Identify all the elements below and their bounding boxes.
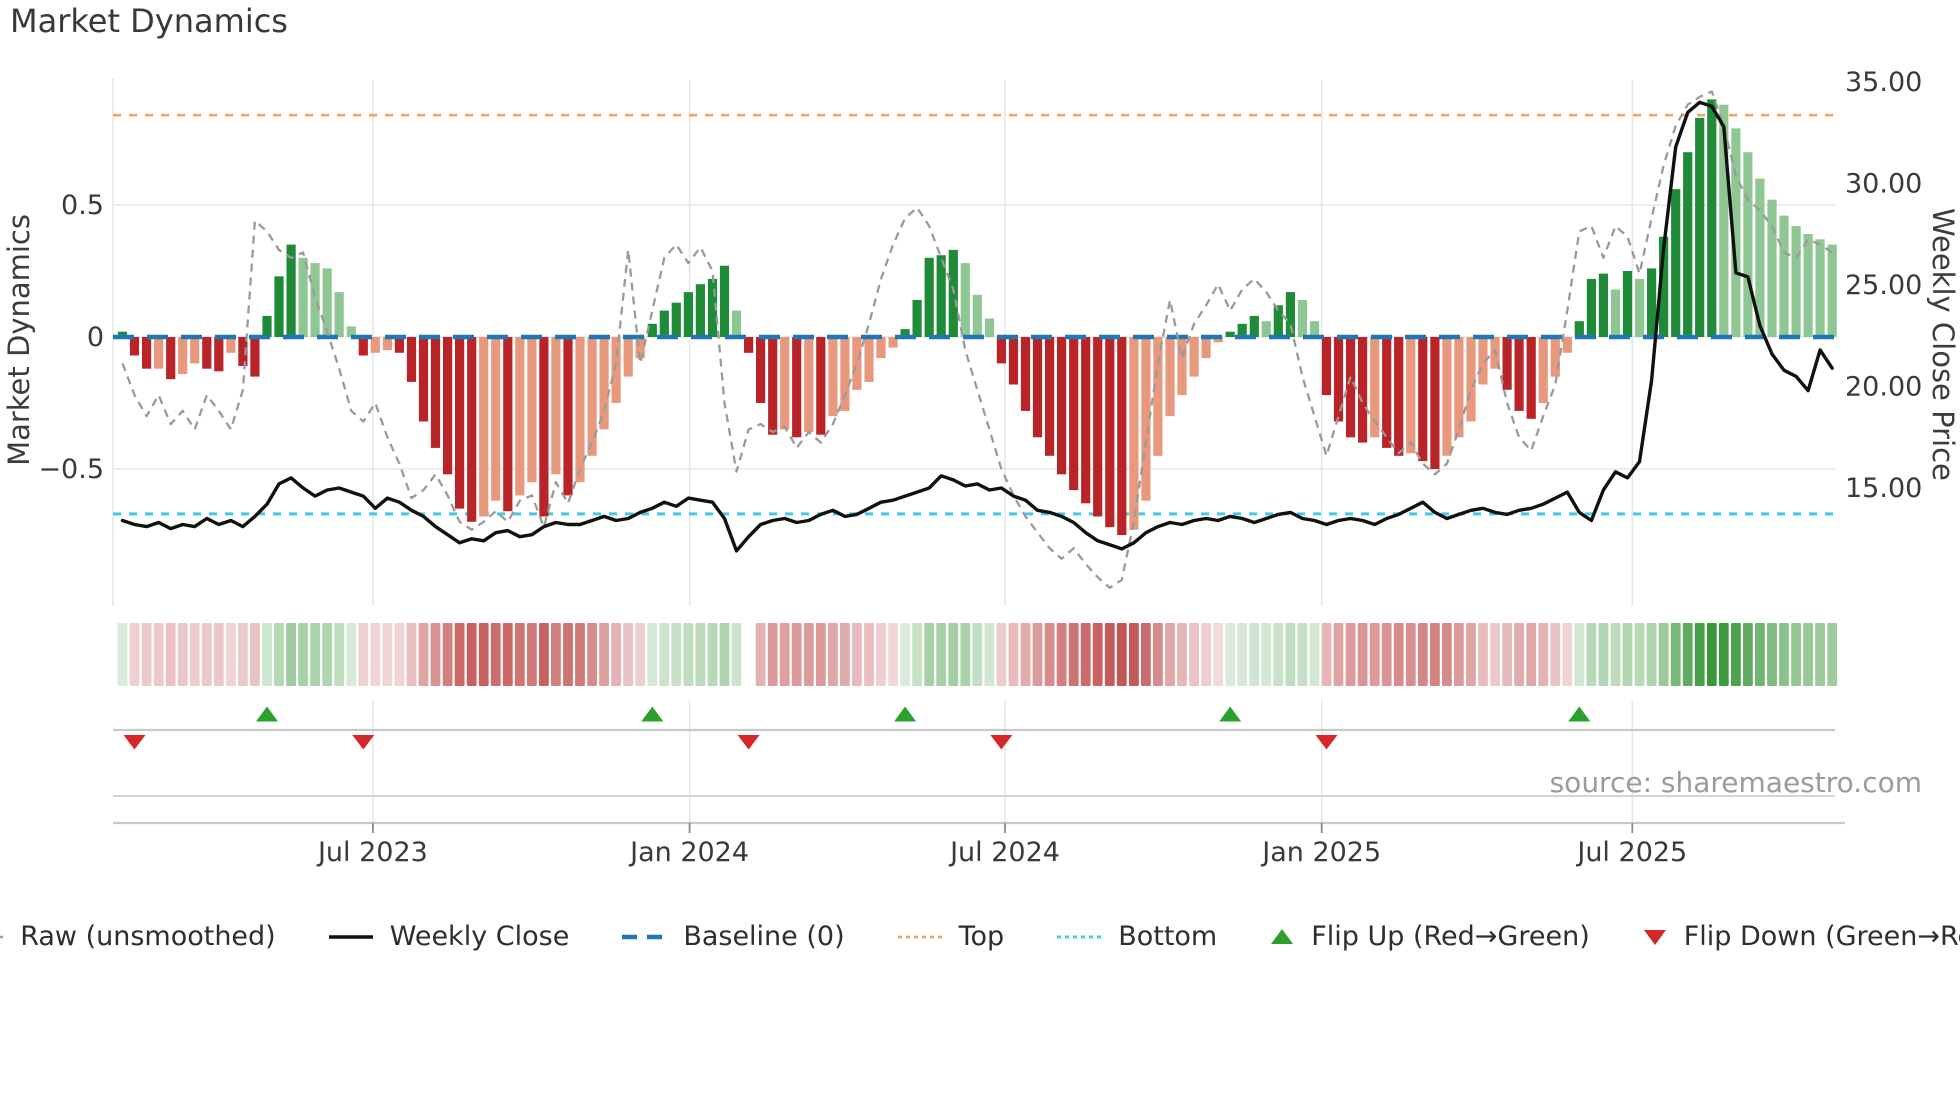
raw-line <box>121 90 1833 589</box>
legend-item-weekly-close: Weekly Close <box>328 921 570 952</box>
svg-text:Jan 2024: Jan 2024 <box>628 837 749 868</box>
weekly-close-line <box>120 100 1834 553</box>
legend-label: Weekly Close <box>389 921 570 952</box>
svg-text:25.00: 25.00 <box>1845 270 1922 301</box>
legend-label: Baseline (0) <box>683 921 845 952</box>
triangle-down-icon <box>1642 927 1668 947</box>
legend-item-raw: Raw (unsmoothed) <box>0 921 276 952</box>
legend-label: Flip Down (Green→Red) <box>1683 921 1960 952</box>
svg-text:0.5: 0.5 <box>61 190 104 221</box>
svg-text:Jul 2024: Jul 2024 <box>948 837 1060 868</box>
flip-down-markers <box>123 735 1338 750</box>
legend-label: Bottom <box>1118 921 1218 952</box>
left-tick-labels: 0.5 0 −0.5 <box>38 190 104 485</box>
svg-text:−0.5: −0.5 <box>38 454 104 485</box>
right-axis-label: Weekly Close Price <box>1926 208 1960 481</box>
svg-text:30.00: 30.00 <box>1845 169 1922 200</box>
legend-item-baseline: Baseline (0) <box>621 921 845 952</box>
right-tick-labels: 35.00 30.00 25.00 20.00 15.00 <box>1845 67 1922 504</box>
legend-label: Top <box>958 921 1005 952</box>
svg-text:20.00: 20.00 <box>1845 372 1922 403</box>
svg-text:0: 0 <box>87 322 104 353</box>
dotted-line-icon <box>1056 933 1102 941</box>
svg-text:Jul 2025: Jul 2025 <box>1575 837 1687 868</box>
legend-label: Raw (unsmoothed) <box>20 921 276 952</box>
svg-text:15.00: 15.00 <box>1845 473 1922 504</box>
legend-item-bottom: Bottom <box>1056 921 1217 952</box>
legend-label: Flip Up (Red→Green) <box>1311 921 1590 952</box>
solid-line-icon <box>328 933 374 941</box>
legend-item-flip-up: Flip Up (Red→Green) <box>1269 921 1590 952</box>
triangle-up-icon <box>1269 927 1295 947</box>
svg-text:Jul 2023: Jul 2023 <box>316 837 428 868</box>
dashed-line-icon <box>0 933 4 941</box>
svg-text:35.00: 35.00 <box>1845 67 1922 98</box>
heat-strip <box>117 623 1838 686</box>
legend-item-flip-down: Flip Down (Green→Red) <box>1642 921 1960 952</box>
chart-title: Market Dynamics <box>10 2 288 40</box>
x-tick-labels: Jul 2023 Jan 2024 Jul 2024 Jan 2025 Jul 2025 <box>316 837 1687 868</box>
long-dash-line-icon <box>621 932 667 942</box>
legend-item-top: Top <box>897 921 1005 952</box>
x-tick-marks <box>371 823 1634 833</box>
oscillator-bar-series <box>117 99 1837 535</box>
dotted-line-icon <box>897 933 943 941</box>
svg-text:Jan 2025: Jan 2025 <box>1260 837 1381 868</box>
flip-up-markers <box>256 706 1591 722</box>
vertical-gridlines <box>112 78 1634 822</box>
legend: Raw (unsmoothed) Weekly Close Baseline (… <box>0 921 1960 952</box>
source-attribution: source: sharemaestro.com <box>1549 766 1922 799</box>
